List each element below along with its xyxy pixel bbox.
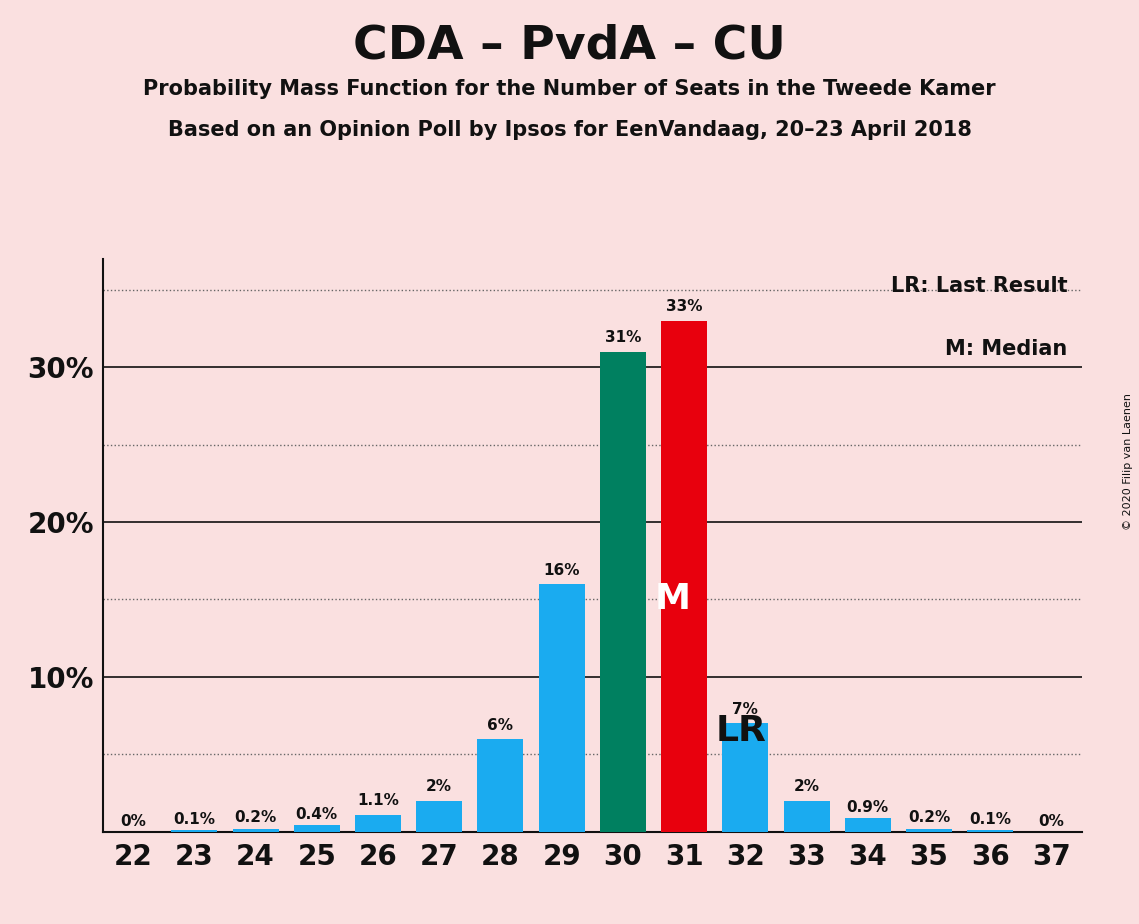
Text: M: Median: M: Median	[945, 339, 1067, 359]
Bar	[355, 815, 401, 832]
Text: 0.4%: 0.4%	[296, 808, 338, 822]
Text: 0%: 0%	[1039, 813, 1064, 829]
Text: 0.2%: 0.2%	[235, 810, 277, 825]
Text: CDA – PvdA – CU: CDA – PvdA – CU	[353, 23, 786, 68]
Text: 2%: 2%	[426, 780, 452, 795]
Text: 2%: 2%	[794, 780, 820, 795]
Text: Based on an Opinion Poll by Ipsos for EenVandaag, 20–23 April 2018: Based on an Opinion Poll by Ipsos for Ee…	[167, 120, 972, 140]
Text: 31%: 31%	[605, 331, 641, 346]
Text: 33%: 33%	[666, 299, 703, 314]
Text: LR: LR	[716, 714, 767, 748]
Text: 0%: 0%	[121, 813, 146, 829]
Text: 16%: 16%	[543, 563, 580, 578]
Bar	[722, 723, 769, 832]
Bar	[967, 830, 1014, 832]
Bar	[661, 321, 707, 832]
Text: LR: Last Result: LR: Last Result	[891, 276, 1067, 296]
Text: 0.9%: 0.9%	[846, 799, 888, 815]
Bar	[539, 584, 584, 832]
Text: 1.1%: 1.1%	[357, 794, 399, 808]
Text: © 2020 Filip van Laenen: © 2020 Filip van Laenen	[1123, 394, 1133, 530]
Text: 7%: 7%	[732, 702, 759, 717]
Text: Probability Mass Function for the Number of Seats in the Tweede Kamer: Probability Mass Function for the Number…	[144, 79, 995, 99]
Bar	[784, 800, 829, 832]
Text: 0.2%: 0.2%	[908, 810, 950, 825]
Bar	[477, 738, 524, 832]
Text: 0.1%: 0.1%	[969, 812, 1011, 827]
Bar	[294, 825, 339, 832]
Text: 6%: 6%	[487, 718, 514, 733]
Text: M: M	[655, 582, 690, 616]
Text: 0.1%: 0.1%	[173, 812, 215, 827]
Bar	[171, 830, 218, 832]
Bar	[232, 829, 279, 832]
Bar	[416, 800, 462, 832]
Bar	[845, 818, 891, 832]
Bar	[906, 829, 952, 832]
Bar	[600, 352, 646, 832]
